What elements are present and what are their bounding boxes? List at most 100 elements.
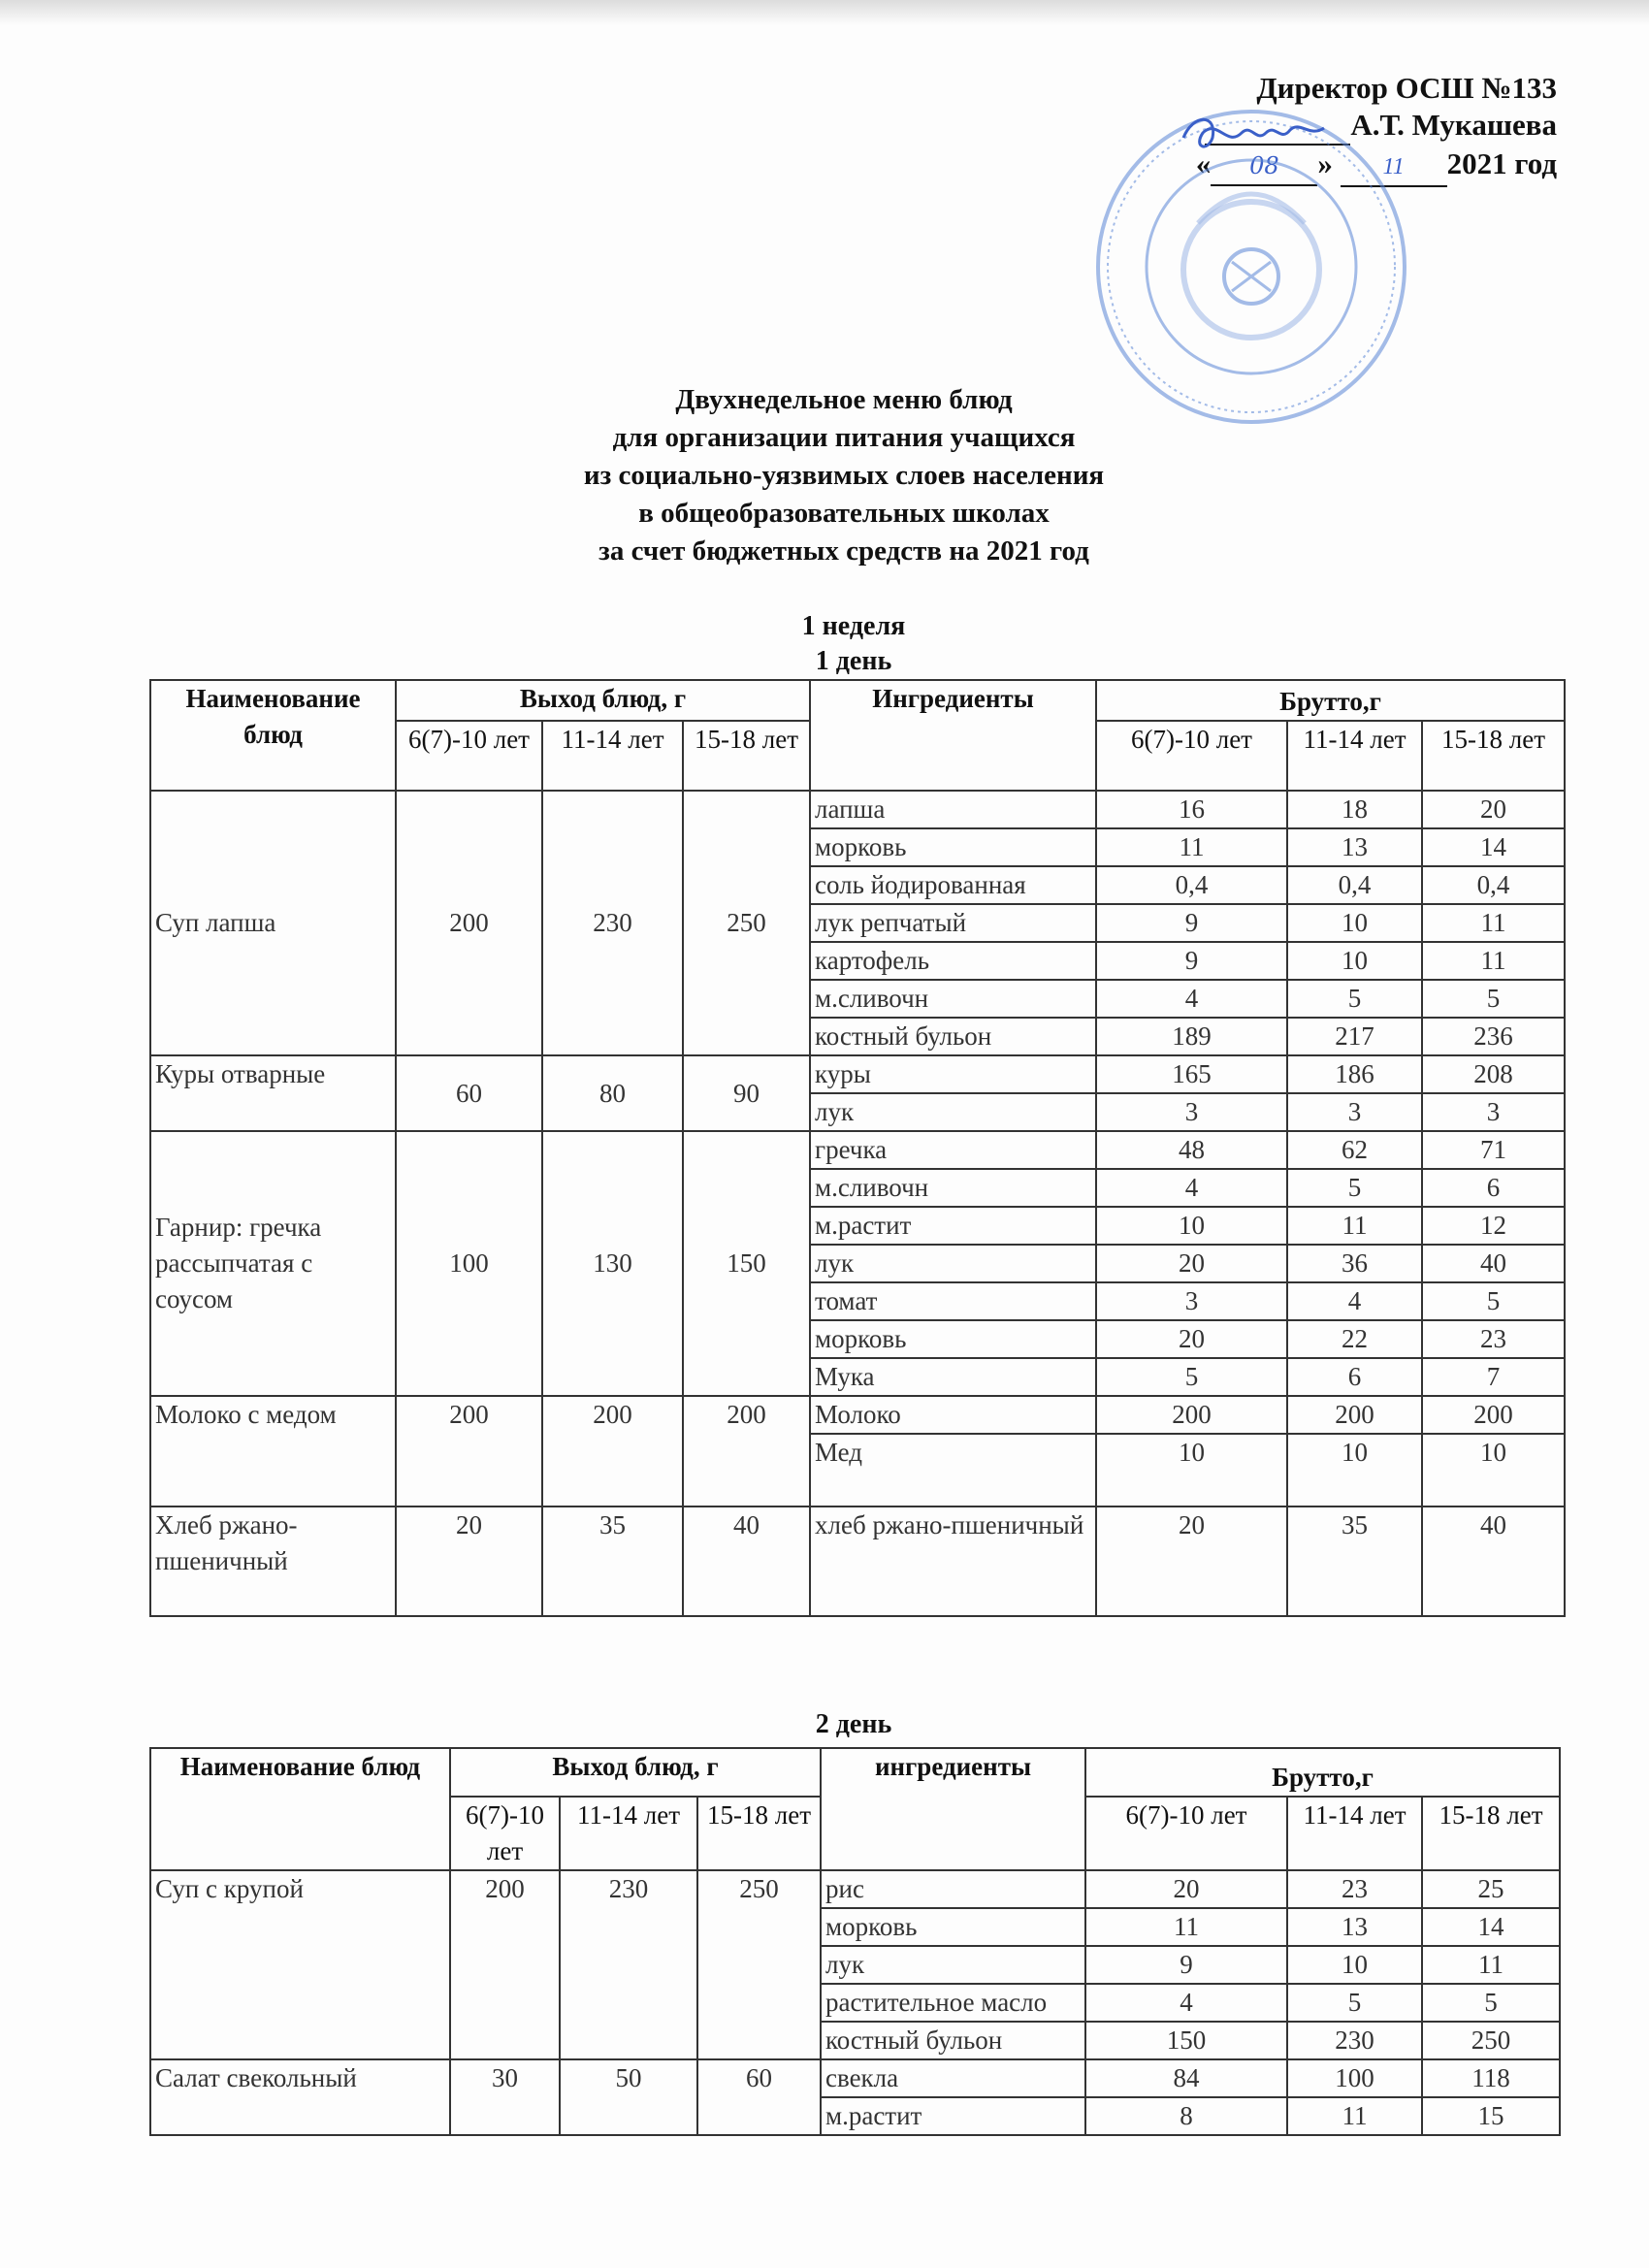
approval-signature-line: А.Т. Мукашева: [1196, 107, 1557, 146]
header-row: Наименование блюд Выход блюд, г ингредиент…: [149, 1747, 1561, 1871]
brutto-value: 11: [1084, 1907, 1288, 1947]
brutto-value: 5: [1095, 1357, 1288, 1397]
brutto-value: 84: [1084, 2058, 1288, 2098]
dish-yield-value: 80: [541, 1054, 684, 1132]
brutto-value: 20: [1421, 790, 1566, 829]
brutto-value: 0,4: [1421, 865, 1566, 905]
brutto-value: 200: [1286, 1395, 1423, 1435]
ingredient-name: томат: [809, 1281, 1097, 1321]
header-yield: Выход блюд, г: [395, 679, 811, 722]
brutto-value: 9: [1084, 1945, 1288, 1985]
document-title: Двухнедельное меню блюд для организации …: [0, 381, 1649, 570]
brutto-value: 40: [1421, 1244, 1566, 1283]
table-row: картофель 9 10 11: [150, 941, 1566, 981]
table-row: растительное масло 4 5 5: [150, 1983, 1561, 2023]
brutto-value: 10: [1286, 1433, 1423, 1507]
table-row: Куры отварные 60 80 90 куры 165 186 208: [149, 1054, 1566, 1132]
day-label: 2 день: [815, 1709, 892, 1739]
header-brutto-age: 6(7)-10 лет: [1095, 720, 1288, 792]
dish-yield-value: 130: [541, 1130, 684, 1397]
dish-yield-value: 150: [682, 1130, 811, 1397]
table-row: Мука 5 6 7: [150, 1357, 1566, 1397]
official-stamp-icon: [1096, 110, 1406, 424]
header-brutto: Брутто,г: [1084, 1747, 1561, 1798]
brutto-value: 0,4: [1095, 865, 1288, 905]
table-row: костный бульон 189 217 236: [150, 1017, 1566, 1056]
brutto-value: 118: [1421, 2058, 1561, 2098]
header-yield-age: 15-18 лет: [682, 720, 811, 792]
title-line: из социально-уязвимых слоев населения: [583, 460, 1105, 491]
title-line: в общеобразовательных школах: [638, 498, 1050, 529]
dish-name: Суп лапша: [149, 790, 397, 1056]
dish-yield-value: 230: [559, 1869, 698, 2060]
brutto-value: 11: [1421, 941, 1566, 981]
dish-yield-value: 200: [449, 1869, 561, 2060]
brutto-value: 18: [1286, 790, 1423, 829]
approval-title: Директор ОСШ №133: [1256, 71, 1557, 105]
brutto-value: 8: [1084, 2096, 1288, 2136]
brutto-value: 12: [1421, 1206, 1566, 1246]
header-yield-age: 11-14 лет: [541, 720, 684, 792]
menu-table-day-2: Наименование блюд Выход блюд, г ингредиент…: [149, 1747, 1561, 2136]
ingredient-name: морковь: [809, 827, 1097, 867]
brutto-value: 217: [1286, 1017, 1423, 1056]
brutto-value: 3: [1286, 1092, 1423, 1132]
table-row: м.сливочн 4 5 6: [150, 1168, 1566, 1208]
signature-icon: [1181, 117, 1325, 148]
brutto-value: 11: [1421, 1945, 1561, 1985]
ingredient-name: растительное масло: [820, 1983, 1086, 2023]
header-yield-age: 6(7)-10 лет: [395, 720, 543, 792]
dish-yield-value: 200: [395, 1395, 543, 1507]
dish-yield-value: 250: [696, 1869, 822, 2060]
table-row: Суп с крупой 200 230 250 рис 20 23 25: [149, 1869, 1561, 2060]
table-row: томат 3 4 5: [150, 1281, 1566, 1321]
brutto-value: 4: [1084, 1983, 1288, 2023]
dish-yield-value: 250: [682, 790, 811, 1056]
header-ingredients: Ингредиенты: [809, 679, 1097, 792]
header-yield: Выход блюд, г: [449, 1747, 822, 1798]
brutto-value: 13: [1286, 1907, 1423, 1947]
dish-name: Молоко с медом: [149, 1395, 397, 1507]
header-brutto-age: 15-18 лет: [1421, 1796, 1561, 1871]
brutto-value: 236: [1421, 1017, 1566, 1056]
brutto-value: 9: [1095, 941, 1288, 981]
dish-yield-value: 20: [395, 1506, 543, 1617]
ingredient-name: м.сливочн: [809, 1168, 1097, 1208]
brutto-value: 16: [1095, 790, 1288, 829]
ingredient-name: костный бульон: [820, 2021, 1086, 2060]
brutto-value: 20: [1095, 1506, 1288, 1617]
table-row: лук 9 10 11: [150, 1945, 1561, 1985]
dish-yield-value: 200: [682, 1395, 811, 1507]
brutto-value: 20: [1095, 1319, 1288, 1359]
header-dish-name: Наименование блюд: [149, 1747, 451, 1871]
brutto-value: 250: [1421, 2021, 1561, 2060]
header-brutto-age: 15-18 лет: [1421, 720, 1566, 792]
brutto-value: 5: [1421, 1983, 1561, 2023]
approval-date: «08» 11 2021 год: [1196, 146, 1557, 187]
date-month: 11: [1340, 148, 1447, 187]
header-yield-age: 6(7)-10 лет: [449, 1796, 561, 1871]
dish-name: Суп с крупой: [149, 1869, 451, 2060]
ingredient-name: лук: [809, 1092, 1097, 1132]
brutto-value: 6: [1421, 1168, 1566, 1208]
dish-yield-value: 30: [449, 2058, 561, 2136]
brutto-value: 165: [1095, 1054, 1288, 1094]
brutto-value: 200: [1421, 1395, 1566, 1435]
ingredient-name: гречка: [809, 1130, 1097, 1170]
ingredient-name: лук: [809, 1244, 1097, 1283]
brutto-value: 0,4: [1286, 865, 1423, 905]
dish-yield-value: 60: [696, 2058, 822, 2136]
header-dish-name: Наименование блюд: [149, 679, 397, 792]
table-row: костный бульон 150 230 250: [150, 2021, 1561, 2060]
ingredient-name: морковь: [820, 1907, 1086, 1947]
table-row: морковь 11 13 14: [150, 827, 1566, 867]
brutto-value: 4: [1095, 979, 1288, 1019]
brutto-value: 10: [1095, 1206, 1288, 1246]
brutto-value: 36: [1286, 1244, 1423, 1283]
brutto-value: 10: [1095, 1433, 1288, 1507]
ingredient-name: соль йодированная: [809, 865, 1097, 905]
brutto-value: 23: [1421, 1319, 1566, 1359]
header-yield-age: 15-18 лет: [696, 1796, 822, 1871]
header-yield-age: 11-14 лет: [559, 1796, 698, 1871]
header-age-row: 6(7)-10 лет 11-14 лет 15-18 лет 6(7)-10 лет…: [150, 1796, 1561, 1871]
